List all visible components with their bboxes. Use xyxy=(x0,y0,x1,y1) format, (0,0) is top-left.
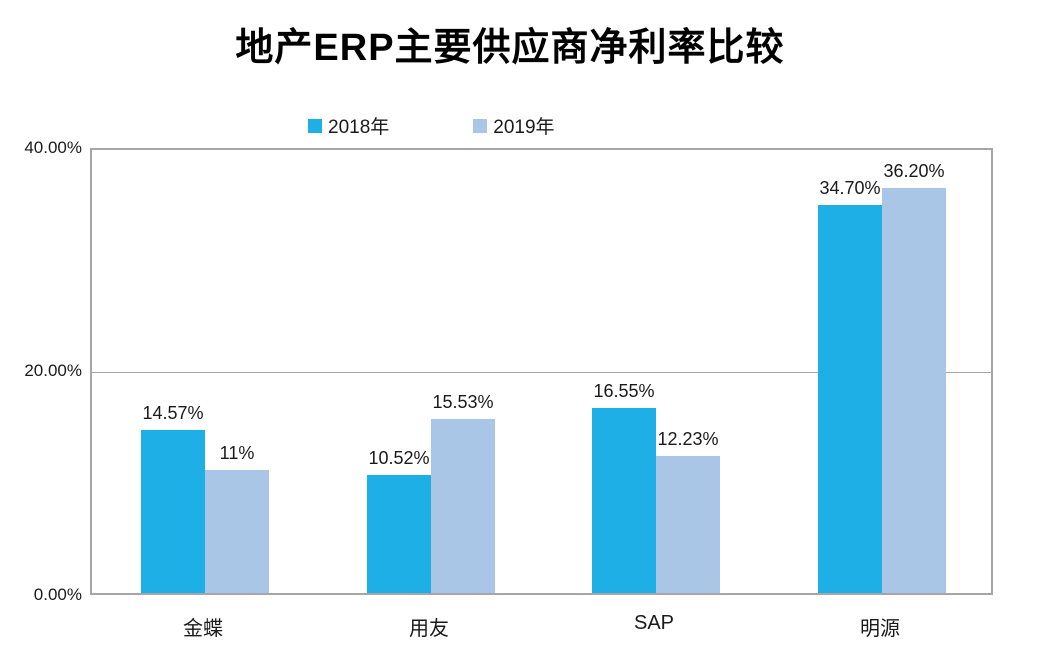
chart-title: 地产ERP主要供应商净利率比较 xyxy=(235,27,785,69)
bar-value-label: 36.20% xyxy=(883,161,945,181)
plot-area: 14.57% 11% 10.52% 15.53% 16.55% 12.23% 34.70% 3… xyxy=(90,148,993,595)
y-axis-tick-0: 0.00% xyxy=(33,585,82,604)
legend-swatch-icon xyxy=(473,118,488,133)
y-axis-tick-20: 20.00% xyxy=(24,361,82,380)
bar-value-label: 16.55% xyxy=(593,381,655,401)
legend-label: 2018年 xyxy=(328,117,390,138)
x-axis-label-明源: 明源 xyxy=(860,618,900,640)
bar-value-label: 34.70% xyxy=(819,178,881,198)
y-axis-tick-40: 40.00% xyxy=(24,138,82,157)
gridline-20-percent xyxy=(92,372,991,373)
bar-2019年-金蝶 xyxy=(205,470,269,593)
legend-label: 2019年 xyxy=(493,117,555,138)
legend-swatch-icon xyxy=(308,118,322,133)
x-axis-label-金蝶: 金蝶 xyxy=(183,618,223,640)
x-axis-label-SAP: SAP xyxy=(633,612,675,634)
bar-2018年-明源 xyxy=(818,205,882,593)
bar-2019年-SAP xyxy=(656,456,720,593)
bar-value-label: 15.53% xyxy=(432,392,494,412)
bar-2018年-用友 xyxy=(367,475,431,593)
bar-2019年-用友 xyxy=(431,419,495,593)
bar-value-label: 12.23% xyxy=(657,429,719,449)
legend-item-2018: 2018年 xyxy=(308,112,389,139)
legend-item-2019: 2019年 xyxy=(473,112,555,139)
bar-value-label: 14.57% xyxy=(142,403,204,423)
bar-2018年-金蝶 xyxy=(141,430,205,593)
bar-value-label: 11% xyxy=(219,443,255,463)
bar-2018年-SAP xyxy=(592,408,656,593)
legend: 2018年 2019年 xyxy=(308,112,555,139)
x-axis-label-用友: 用友 xyxy=(409,618,449,640)
bar-2019年-明源 xyxy=(882,188,946,593)
bar-value-label: 10.52% xyxy=(368,448,430,468)
